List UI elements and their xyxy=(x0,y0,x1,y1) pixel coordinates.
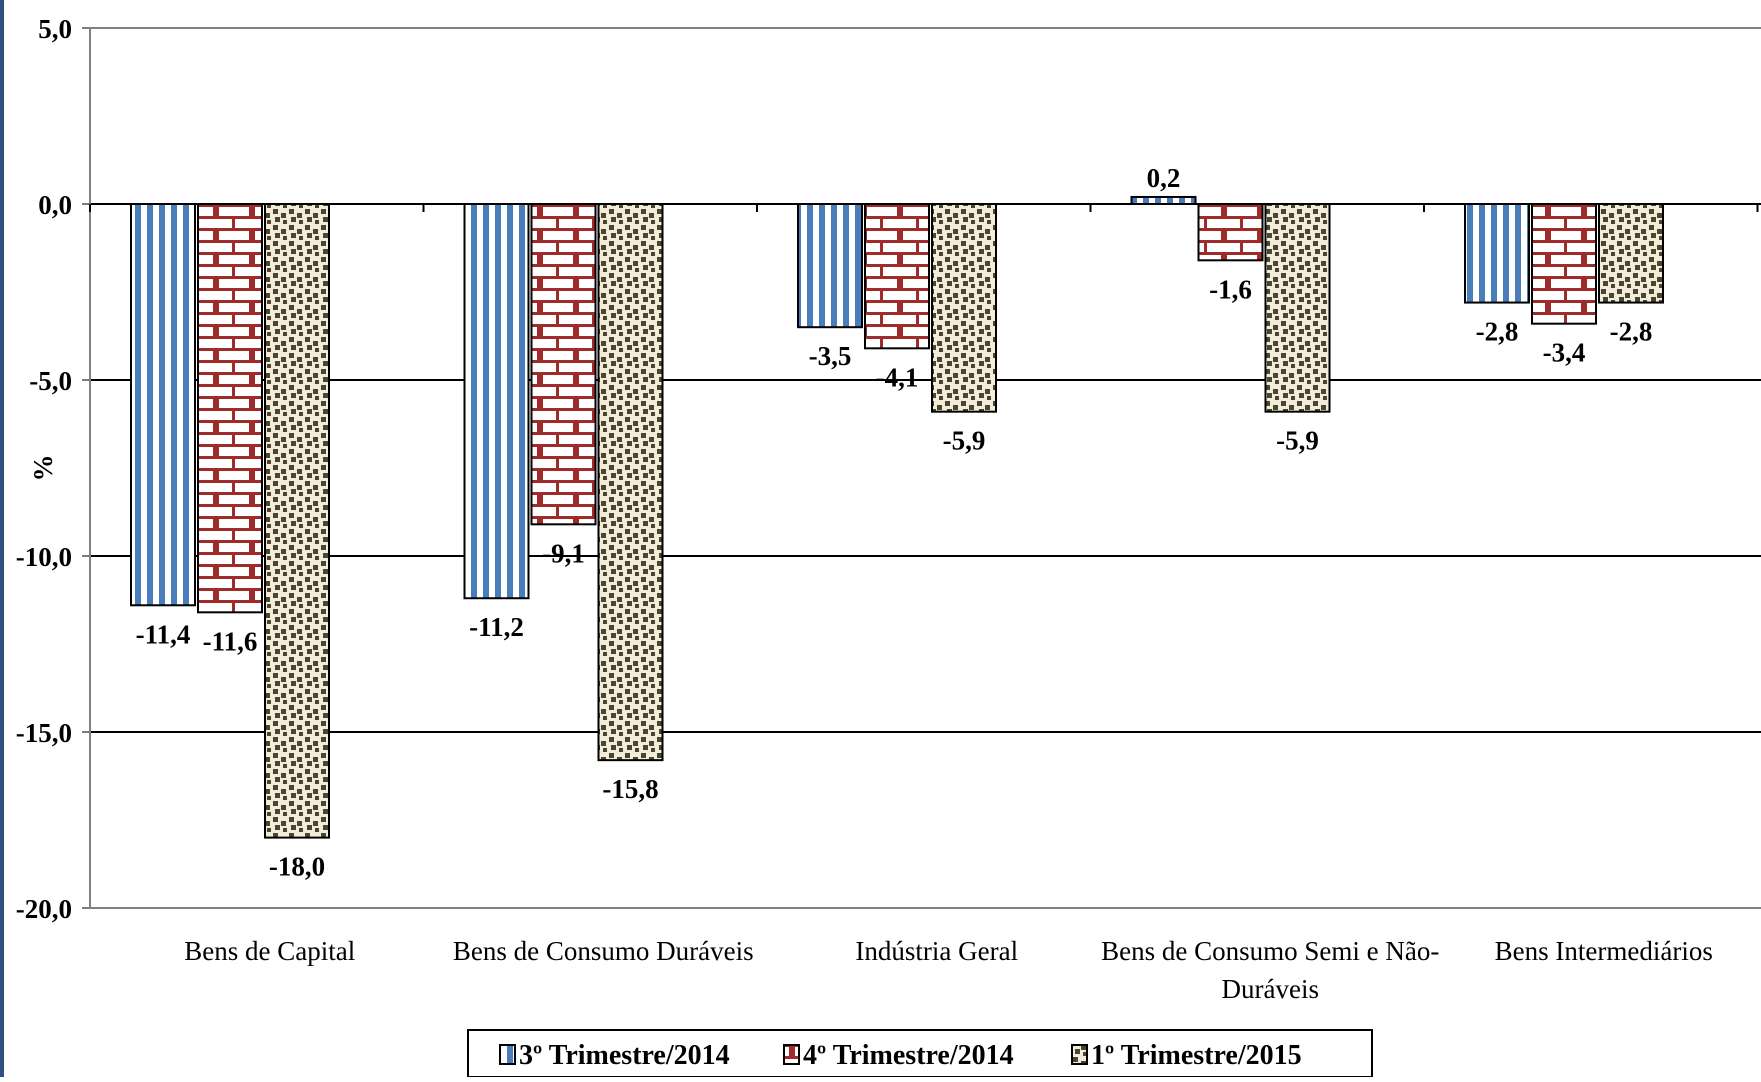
y-tick-label: -20,0 xyxy=(16,894,72,924)
data-label-bens-de-consumo-semi-e-nao-duraveis-1-trimestre-2015: -5,9 xyxy=(1276,426,1319,456)
data-label-industria-geral-4-trimestre-2014: -4,1 xyxy=(876,362,919,392)
data-label-bens-de-consumo-duraveis-3-trimestre-2014: -11,2 xyxy=(469,612,524,642)
data-label-industria-geral-1-trimestre-2015: -5,9 xyxy=(943,426,986,456)
data-label-industria-geral-3-trimestre-2014: -3,5 xyxy=(809,341,852,371)
y-tick-label: -10,0 xyxy=(16,542,72,572)
bar-bens-intermediarios-3-trimestre-2014 xyxy=(1464,203,1530,304)
bar-bens-intermediarios-4-trimestre-2014 xyxy=(1531,203,1597,325)
y-tick-label: -5,0 xyxy=(29,366,72,396)
category-label-bens-de-capital: Bens de Capital xyxy=(184,936,355,966)
legend-label-3-trimestre-2014: 3º Trimestre/2014 xyxy=(519,1040,730,1071)
bar-bens-de-consumo-duraveis-3-trimestre-2014 xyxy=(463,203,530,600)
y-axis-title: % xyxy=(28,455,58,482)
data-label-bens-de-capital-4-trimestre-2014: -11,6 xyxy=(203,626,258,656)
y-tick-label: -15,0 xyxy=(16,718,72,748)
legend-label-4-trimestre-2014: 4º Trimestre/2014 xyxy=(803,1040,1014,1071)
data-label-bens-intermediarios-3-trimestre-2014: -2,8 xyxy=(1476,317,1519,347)
y-tick-label: 0,0 xyxy=(38,190,72,220)
data-label-bens-de-consumo-semi-e-nao-duraveis-4-trimestre-2014: -1,6 xyxy=(1209,274,1252,304)
bar-bens-de-consumo-duraveis-1-trimestre-2015 xyxy=(597,203,664,762)
category-label-bens-intermediarios: Bens Intermediários xyxy=(1495,936,1713,966)
category-label-bens-de-consumo-semi-e-nao-duraveis: Bens de Consumo Semi e Não- xyxy=(1101,936,1439,966)
legend-swatch-3-trimestre-2014 xyxy=(499,1044,516,1065)
bar-bens-intermediarios-1-trimestre-2015 xyxy=(1598,203,1664,304)
data-label-bens-de-capital-1-trimestre-2015: -18,0 xyxy=(269,852,325,882)
bar-bens-de-consumo-semi-e-nao-duraveis-1-trimestre-2015 xyxy=(1264,203,1331,413)
category-label-bens-de-consumo-semi-e-nao-duraveis: Duráveis xyxy=(1222,974,1319,1004)
bar-industria-geral-1-trimestre-2015 xyxy=(931,203,997,413)
bar-bens-de-capital-1-trimestre-2015 xyxy=(264,203,330,839)
bar-bens-de-consumo-semi-e-nao-duraveis-4-trimestre-2014 xyxy=(1197,203,1264,262)
chart-frame-edge xyxy=(0,0,4,1077)
data-label-bens-de-consumo-duraveis-1-trimestre-2015: -15,8 xyxy=(602,774,658,804)
data-label-bens-intermediarios-4-trimestre-2014: -3,4 xyxy=(1543,338,1586,368)
data-label-bens-de-consumo-duraveis-4-trimestre-2014: -9,1 xyxy=(542,538,585,568)
bar-bens-de-consumo-semi-e-nao-duraveis-3-trimestre-2014 xyxy=(1130,195,1197,206)
y-tick-label: 5,0 xyxy=(38,14,72,44)
bar-bens-de-capital-3-trimestre-2014 xyxy=(130,203,196,607)
bar-industria-geral-3-trimestre-2014 xyxy=(797,203,863,329)
bar-bens-de-consumo-duraveis-4-trimestre-2014 xyxy=(530,203,597,526)
bar-industria-geral-4-trimestre-2014 xyxy=(864,203,930,350)
legend-label-1-trimestre-2015: 1º Trimestre/2015 xyxy=(1091,1040,1302,1071)
data-label-bens-de-capital-3-trimestre-2014: -11,4 xyxy=(136,619,191,649)
bar-bens-de-capital-4-trimestre-2014 xyxy=(197,203,263,614)
legend-swatch-1-trimestre-2015 xyxy=(1071,1044,1088,1065)
legend-swatch-4-trimestre-2014 xyxy=(783,1044,800,1065)
data-label-bens-de-consumo-semi-e-nao-duraveis-3-trimestre-2014: 0,2 xyxy=(1147,163,1181,193)
data-label-bens-intermediarios-1-trimestre-2015: -2,8 xyxy=(1610,317,1653,347)
legend-box xyxy=(467,1029,1373,1078)
category-label-bens-de-consumo-duraveis: Bens de Consumo Duráveis xyxy=(453,936,754,966)
category-label-industria-geral: Indústria Geral xyxy=(855,936,1018,966)
